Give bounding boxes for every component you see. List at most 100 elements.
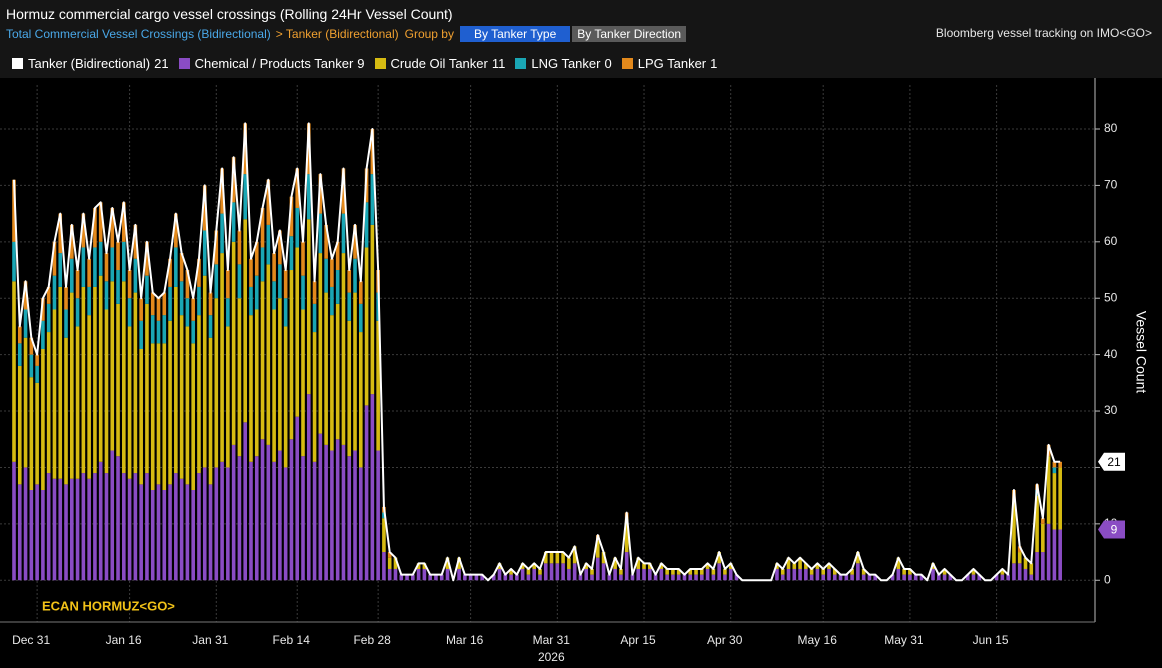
bar-segment (162, 292, 167, 316)
bar-segment (266, 179, 271, 225)
bar-segment (226, 467, 230, 581)
group-button[interactable]: By Tanker Direction (572, 26, 687, 42)
bar-segment (306, 174, 311, 220)
bar-segment (133, 292, 138, 474)
bar-segment (648, 563, 652, 569)
bar-segment (619, 574, 623, 581)
legend-value: 0 (604, 56, 612, 71)
bar-segment (185, 326, 190, 485)
bar-segment (87, 315, 91, 479)
bar-segment (93, 207, 97, 248)
bar-segment (786, 557, 791, 569)
bar-segment (324, 258, 328, 293)
bar-segment (434, 574, 438, 581)
breadcrumb-item[interactable]: > Tanker (Bidirectional) (275, 27, 399, 41)
bar-segment (150, 292, 155, 316)
bar-segment (46, 286, 51, 304)
bar-segment (93, 286, 97, 474)
bar-segment (728, 563, 733, 569)
bar-segment (260, 207, 265, 248)
bar-segment (607, 574, 612, 581)
bar-segment (93, 473, 97, 581)
group-button[interactable]: By Tanker Type (459, 26, 571, 42)
bar-segment (104, 253, 109, 282)
bar-segment (197, 473, 201, 581)
bar-segment (116, 241, 120, 271)
value-tag (1098, 452, 1125, 471)
bar-segment (1000, 574, 1005, 581)
bar-segment (318, 253, 323, 434)
bar-segment (283, 326, 288, 468)
legend-value: 9 (357, 56, 365, 71)
bar-segment (301, 309, 305, 457)
bar-segment (671, 574, 675, 581)
bar-segment (335, 241, 340, 271)
bar-segment (942, 574, 947, 581)
bar-segment (75, 478, 80, 581)
bar-segment (104, 281, 109, 310)
bar-segment (185, 270, 190, 299)
bar-segment (58, 253, 63, 287)
bar-segment (676, 568, 681, 575)
bar-segment (1052, 467, 1057, 474)
bar-segment (798, 557, 802, 569)
bar-segment (110, 450, 115, 581)
bar-segment (821, 568, 825, 575)
header: Hormuz commercial cargo vessel crossings… (0, 0, 1162, 78)
bar-segment (653, 574, 658, 581)
bar-segment (364, 405, 369, 581)
breadcrumb-item[interactable]: Total Commercial Vessel Crossings (Bidir… (6, 27, 271, 41)
bar-segment (965, 574, 970, 581)
bar-segment (509, 568, 513, 575)
bar-segment (1046, 456, 1051, 524)
bar-segment (249, 286, 253, 316)
bar-segment (202, 230, 207, 276)
bar-segment (890, 574, 895, 581)
bar-segment (601, 552, 606, 564)
bar-segment (226, 326, 230, 468)
bar-segment (162, 343, 167, 491)
bar-segment (150, 343, 155, 491)
bar-segment (41, 490, 45, 581)
bar-segment (1058, 529, 1062, 581)
bar-segment (174, 473, 178, 581)
bar-segment (353, 450, 357, 581)
bar-segment (861, 568, 866, 575)
bar-segment (971, 568, 976, 575)
bar-segment (497, 568, 502, 581)
bar-segment (613, 568, 617, 581)
bar-segment (12, 461, 16, 581)
bar-segment (775, 568, 779, 581)
bar-segment (237, 456, 242, 581)
bar-segment (474, 574, 479, 581)
bar-segment (139, 484, 143, 581)
bar-segment (543, 563, 548, 581)
bar-segment (301, 456, 305, 581)
bar-segment (278, 298, 282, 451)
bar-segment (445, 557, 450, 569)
bar-segment (278, 450, 282, 581)
legend-swatch (621, 58, 633, 69)
bar-segment (942, 568, 947, 575)
bar-segment (214, 298, 219, 468)
bar-segment (243, 422, 247, 581)
bar-segment (422, 563, 427, 569)
bar-segment (937, 574, 941, 581)
bar-segment (29, 337, 34, 355)
bar-segment (185, 484, 190, 581)
bar-segment (387, 557, 392, 569)
bar-segment (202, 275, 207, 468)
bar-segment (295, 247, 300, 417)
x-tick-label: May 31 (884, 633, 924, 647)
bar-segment (260, 247, 265, 282)
bar-segment (17, 326, 22, 344)
bar-segment (179, 315, 184, 479)
bar-segment (145, 275, 149, 304)
bar-segment (827, 568, 831, 581)
bar-segment (359, 467, 363, 581)
bar-segment (353, 292, 357, 451)
x-tick-label: Mar 16 (446, 633, 484, 647)
bar-segment (70, 478, 74, 581)
bar-segment (1052, 461, 1057, 468)
bar-segment (208, 292, 213, 316)
